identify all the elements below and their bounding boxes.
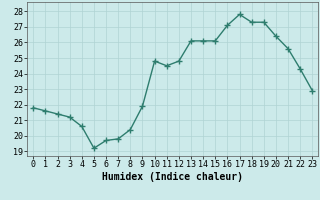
X-axis label: Humidex (Indice chaleur): Humidex (Indice chaleur) [102,172,243,182]
